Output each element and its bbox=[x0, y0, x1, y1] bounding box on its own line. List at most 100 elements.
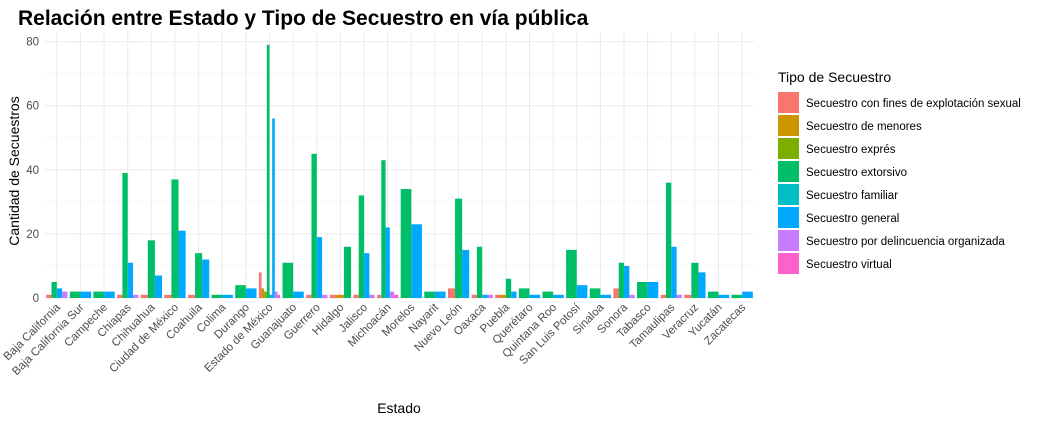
bar bbox=[56, 288, 63, 298]
bar bbox=[487, 294, 493, 298]
bar bbox=[147, 240, 155, 298]
bar bbox=[637, 281, 648, 298]
bar bbox=[202, 259, 210, 298]
bar bbox=[127, 262, 134, 298]
bar bbox=[282, 262, 294, 298]
y-axis-title: Cantidad de Secuestros bbox=[6, 96, 22, 245]
bar bbox=[495, 294, 501, 298]
bar bbox=[69, 291, 81, 298]
bar bbox=[471, 294, 477, 298]
bar bbox=[718, 294, 730, 298]
y-tick-label: 40 bbox=[26, 165, 39, 177]
bar bbox=[500, 294, 506, 298]
bar bbox=[424, 291, 435, 298]
bar bbox=[51, 281, 57, 298]
bar bbox=[482, 294, 488, 298]
legend-label: Secuestro con fines de explotación sexua… bbox=[806, 98, 1021, 110]
legend-swatch bbox=[778, 92, 799, 113]
y-tick-label: 0 bbox=[33, 293, 39, 305]
bar bbox=[553, 294, 564, 298]
bar bbox=[62, 291, 68, 298]
bar bbox=[529, 294, 541, 298]
legend-label: Secuestro general bbox=[806, 213, 899, 225]
legend-label: Secuestro de menores bbox=[806, 121, 922, 133]
legend-label: Secuestro exprés bbox=[806, 144, 896, 156]
bar bbox=[731, 294, 743, 298]
bar bbox=[311, 153, 317, 298]
bar bbox=[684, 294, 692, 298]
bar bbox=[600, 294, 612, 298]
bar bbox=[235, 285, 246, 298]
bar bbox=[336, 294, 344, 298]
bar bbox=[400, 189, 412, 298]
bar bbox=[394, 294, 399, 298]
legend: Tipo de Secuestro Secuestro con fines de… bbox=[778, 69, 1021, 274]
bar bbox=[211, 294, 223, 298]
bar bbox=[261, 288, 265, 298]
bar bbox=[164, 294, 172, 298]
bar bbox=[187, 294, 196, 298]
bar bbox=[576, 285, 588, 298]
bar bbox=[266, 44, 270, 299]
bar bbox=[505, 278, 512, 298]
bar bbox=[698, 272, 706, 298]
bar bbox=[80, 291, 92, 298]
chart-title: Relación entre Estado y Tipo de Secuestr… bbox=[18, 7, 589, 30]
y-tick-label: 60 bbox=[26, 101, 39, 113]
bar bbox=[455, 198, 463, 298]
bar bbox=[293, 291, 304, 298]
legend-title: Tipo de Secuestro bbox=[778, 69, 891, 85]
bar bbox=[258, 272, 262, 298]
bar bbox=[364, 253, 370, 298]
bar bbox=[154, 275, 162, 298]
y-tick-label: 80 bbox=[26, 37, 39, 49]
bar bbox=[274, 291, 278, 298]
bar bbox=[624, 265, 630, 298]
bars bbox=[46, 44, 753, 299]
bar bbox=[133, 294, 139, 298]
bar bbox=[447, 288, 456, 298]
bar bbox=[389, 291, 395, 298]
bar bbox=[264, 291, 267, 298]
bar bbox=[195, 253, 203, 298]
bar bbox=[46, 294, 52, 298]
bar bbox=[707, 291, 719, 298]
bar bbox=[511, 291, 517, 298]
bar bbox=[358, 195, 365, 298]
legend-label: Secuestro extorsivo bbox=[806, 167, 907, 179]
bar bbox=[178, 230, 186, 298]
bar bbox=[369, 294, 375, 298]
bar bbox=[245, 288, 257, 298]
bar bbox=[411, 224, 422, 298]
legend-label: Secuestro familiar bbox=[806, 190, 898, 202]
bar bbox=[222, 294, 233, 298]
bar bbox=[542, 291, 554, 298]
legend-swatch bbox=[778, 207, 799, 228]
bar bbox=[691, 262, 699, 298]
x-axis-title: Estado bbox=[377, 400, 421, 416]
bar bbox=[676, 294, 682, 298]
bar bbox=[316, 237, 323, 298]
bar bbox=[462, 249, 470, 298]
bar bbox=[322, 294, 328, 298]
bar bbox=[589, 288, 601, 298]
legend-swatch bbox=[778, 253, 799, 274]
bar bbox=[665, 182, 672, 298]
legend-label: Secuestro por delincuencia organizada bbox=[806, 236, 1005, 248]
bar bbox=[117, 294, 123, 298]
bar bbox=[660, 294, 666, 298]
bar bbox=[377, 294, 382, 298]
bar bbox=[566, 249, 577, 298]
legend-swatch bbox=[778, 161, 799, 182]
bar bbox=[618, 262, 625, 298]
bar bbox=[613, 288, 619, 298]
y-tick-label: 20 bbox=[26, 229, 39, 241]
legend-label: Secuestro virtual bbox=[806, 259, 892, 271]
legend-swatch bbox=[778, 138, 799, 159]
y-axis-ticks: 0 20 40 60 80 bbox=[26, 37, 39, 305]
bar bbox=[629, 294, 635, 298]
bar bbox=[671, 246, 677, 298]
bar bbox=[518, 288, 530, 298]
